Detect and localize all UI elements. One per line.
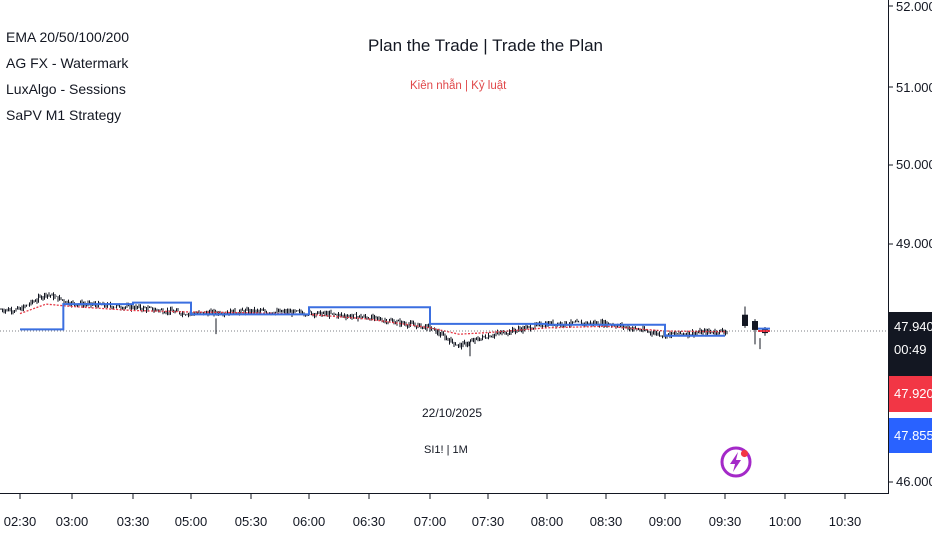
price-tick-52: 52.000 (896, 0, 932, 14)
time-tick: 07:00 (413, 514, 447, 529)
candle-body (742, 314, 748, 326)
ema-line (19, 303, 726, 335)
time-tick: 09:00 (648, 514, 682, 529)
legend-strategy[interactable]: SaPV M1 Strategy (6, 107, 122, 123)
price-tick-46: 46.000 (896, 474, 932, 489)
blue-price-value: 47.855 (894, 428, 932, 443)
latest-candles (742, 306, 770, 345)
watermark-date: 22/10/2025 (422, 406, 483, 420)
legend-watermark[interactable]: AG FX - Watermark (6, 55, 129, 71)
time-tick: 05:30 (234, 514, 268, 529)
price-tick-50: 50.000 (896, 157, 932, 172)
time-tick: 02:30 (3, 514, 37, 529)
time-tick: 06:00 (292, 514, 326, 529)
last-price-badge: 47.940 00:49 (889, 312, 932, 376)
time-tick: 06:30 (352, 514, 386, 529)
indicator-legend: EMA 20/50/100/200 AG FX - Watermark LuxA… (6, 24, 129, 128)
axis-tick-marks (19, 5, 893, 499)
legend-sessions[interactable]: LuxAlgo - Sessions (6, 81, 126, 97)
time-tick: 07:30 (471, 514, 505, 529)
candle-body (752, 321, 758, 330)
time-tick: 08:00 (530, 514, 564, 529)
watermark-title: Plan the Trade | Trade the Plan (368, 36, 604, 55)
price-tick-51: 51.000 (896, 80, 932, 95)
countdown-value: 00:49 (894, 342, 927, 357)
lightning-icon[interactable] (719, 445, 753, 479)
last-price-value: 47.940 (894, 319, 932, 334)
session-levels (20, 301, 725, 337)
red-price-value: 47.920 (894, 386, 932, 401)
ema-series (19, 303, 726, 335)
red-price-badge: 47.920 (889, 376, 932, 412)
price-tick-49: 49.000 (896, 236, 932, 251)
time-tick: 10:00 (768, 514, 802, 529)
time-tick: 10:30 (828, 514, 862, 529)
time-tick: 08:30 (589, 514, 623, 529)
time-tick: 09:30 (708, 514, 742, 529)
watermark-subtitle: Kiên nhẫn | Kỷ luật (410, 80, 507, 92)
blue-price-badge: 47.855 (889, 418, 932, 453)
time-tick: 03:00 (55, 514, 89, 529)
time-tick: 03:30 (116, 514, 150, 529)
session-level-line (20, 301, 725, 337)
watermark-symbol: SI1! | 1M (424, 444, 468, 456)
time-tick: 05:00 (174, 514, 208, 529)
legend-ema[interactable]: EMA 20/50/100/200 (6, 29, 129, 45)
